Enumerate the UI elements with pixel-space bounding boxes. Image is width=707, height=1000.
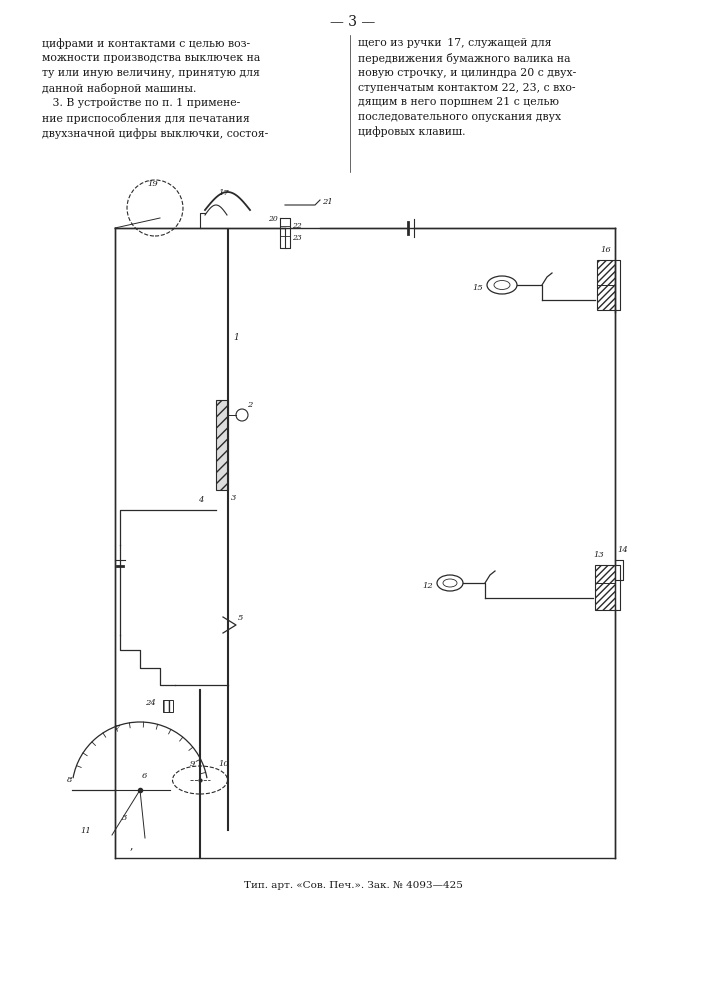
Text: 8: 8 [67, 776, 72, 784]
Text: 2: 2 [247, 401, 252, 409]
Bar [163, 700, 173, 712]
Text: 24: 24 [145, 699, 156, 707]
Text: 22: 22 [292, 222, 302, 230]
Text: 19: 19 [147, 180, 158, 188]
Text: щего из ручки  17, служащей для
передвижения бумажного валика на
новую строчку, : щего из ручки 17, служащей для передвиже… [358, 38, 576, 137]
Text: — 3 —: — 3 — [330, 15, 375, 29]
Text: 5: 5 [238, 614, 243, 622]
Text: 4: 4 [198, 496, 204, 504]
Text: 12: 12 [422, 582, 433, 590]
Text: 23: 23 [292, 234, 302, 242]
Text: 21: 21 [322, 198, 333, 206]
Text: 9: 9 [190, 760, 195, 768]
Text: 1: 1 [233, 333, 239, 342]
Text: 17: 17 [218, 189, 229, 197]
Text: 13: 13 [593, 551, 604, 559]
Text: 6: 6 [142, 772, 147, 780]
Text: ,: , [130, 840, 134, 850]
Text: 14: 14 [617, 546, 628, 554]
Bar [216, 400, 228, 490]
Text: 20: 20 [268, 215, 278, 223]
Text: 10: 10 [218, 760, 229, 768]
Text: 7: 7 [115, 724, 120, 732]
Text: цифрами и контактами с целью воз-
можности производства выключек на
ту или иную : цифрами и контактами с целью воз- можнос… [42, 38, 268, 139]
Text: 11: 11 [80, 827, 90, 835]
Bar [595, 565, 615, 610]
Text: 15: 15 [472, 284, 483, 292]
Text: 16: 16 [600, 246, 611, 254]
Text: 3: 3 [122, 814, 127, 822]
Text: 3: 3 [231, 494, 236, 502]
Text: Тип. арт. «Сов. Печ.». Зак. № 4093—425: Тип. арт. «Сов. Печ.». Зак. № 4093—425 [244, 880, 462, 890]
Bar [597, 260, 615, 310]
